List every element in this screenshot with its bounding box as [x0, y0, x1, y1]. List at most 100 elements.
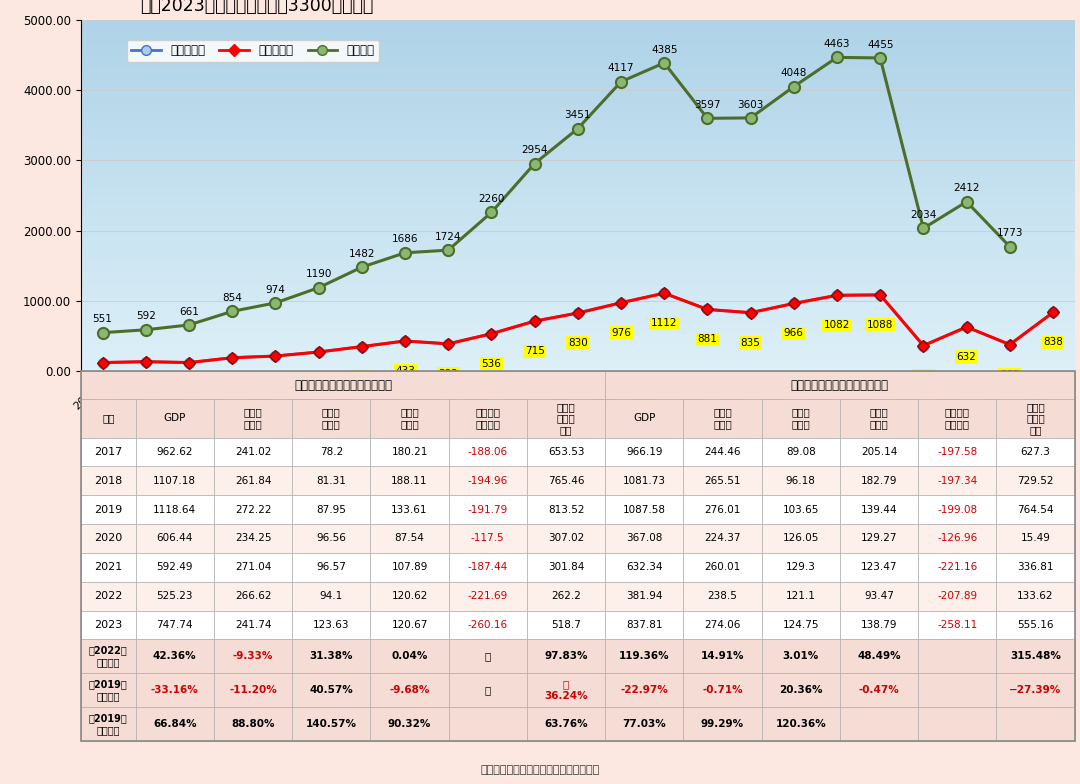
FancyBboxPatch shape: [448, 495, 527, 524]
FancyBboxPatch shape: [761, 495, 840, 524]
Text: －
36.24%: － 36.24%: [544, 679, 588, 701]
Text: 315.48%: 315.48%: [1010, 652, 1061, 662]
FancyBboxPatch shape: [840, 524, 918, 553]
Text: 1773: 1773: [997, 228, 1023, 238]
Text: 244.46: 244.46: [704, 447, 741, 457]
FancyBboxPatch shape: [997, 437, 1075, 466]
FancyBboxPatch shape: [370, 582, 448, 611]
FancyBboxPatch shape: [997, 707, 1075, 741]
FancyBboxPatch shape: [448, 640, 527, 673]
FancyBboxPatch shape: [292, 640, 370, 673]
FancyBboxPatch shape: [448, 707, 527, 741]
FancyBboxPatch shape: [214, 466, 292, 495]
FancyBboxPatch shape: [840, 673, 918, 707]
FancyBboxPatch shape: [840, 399, 918, 437]
Text: 占2019年
同期比重: 占2019年 同期比重: [89, 713, 127, 735]
FancyBboxPatch shape: [214, 673, 292, 707]
Text: 555.16: 555.16: [1017, 620, 1054, 630]
Text: 40.57%: 40.57%: [309, 685, 353, 695]
Text: 274.06: 274.06: [704, 620, 741, 630]
Text: 140.57%: 140.57%: [306, 719, 356, 729]
FancyBboxPatch shape: [684, 466, 761, 495]
FancyBboxPatch shape: [527, 582, 605, 611]
Text: 2412: 2412: [954, 183, 980, 194]
Text: 14.91%: 14.91%: [701, 652, 744, 662]
Text: 433: 433: [395, 366, 415, 376]
FancyBboxPatch shape: [448, 524, 527, 553]
Text: 241.74: 241.74: [234, 620, 271, 630]
Text: 政府消
费支出: 政府消 费支出: [792, 408, 810, 429]
FancyBboxPatch shape: [605, 372, 1075, 399]
FancyBboxPatch shape: [448, 437, 527, 466]
FancyBboxPatch shape: [81, 372, 605, 399]
Text: 974: 974: [266, 285, 285, 295]
FancyBboxPatch shape: [605, 611, 684, 640]
Text: 1190: 1190: [306, 270, 332, 279]
Text: 2020: 2020: [94, 533, 122, 543]
Text: 4463: 4463: [824, 39, 850, 49]
Text: -9.68%: -9.68%: [389, 685, 430, 695]
FancyBboxPatch shape: [684, 495, 761, 524]
FancyBboxPatch shape: [136, 437, 214, 466]
Text: 99.29%: 99.29%: [701, 719, 744, 729]
FancyBboxPatch shape: [918, 466, 997, 495]
Text: -260.16: -260.16: [468, 620, 508, 630]
Text: 31.38%: 31.38%: [310, 652, 353, 662]
FancyBboxPatch shape: [684, 611, 761, 640]
Text: 138.79: 138.79: [861, 620, 897, 630]
FancyBboxPatch shape: [840, 611, 918, 640]
FancyBboxPatch shape: [214, 495, 292, 524]
FancyBboxPatch shape: [918, 582, 997, 611]
Text: -117.5: -117.5: [471, 533, 504, 543]
Text: 4117: 4117: [608, 64, 634, 74]
Text: 525.23: 525.23: [157, 591, 193, 601]
FancyBboxPatch shape: [527, 553, 605, 582]
FancyBboxPatch shape: [136, 707, 214, 741]
Text: 服务：
出口一
进口: 服务： 出口一 进口: [1026, 401, 1044, 435]
Text: 66.84%: 66.84%: [153, 719, 197, 729]
FancyBboxPatch shape: [370, 399, 448, 437]
FancyBboxPatch shape: [840, 640, 918, 673]
FancyBboxPatch shape: [214, 582, 292, 611]
Text: 较2019年
名义同比: 较2019年 名义同比: [89, 679, 127, 701]
FancyBboxPatch shape: [684, 553, 761, 582]
FancyBboxPatch shape: [684, 673, 761, 707]
FancyBboxPatch shape: [527, 707, 605, 741]
Text: 632.34: 632.34: [626, 562, 662, 572]
FancyBboxPatch shape: [81, 640, 136, 673]
Text: 90.32%: 90.32%: [388, 719, 431, 729]
Text: 838: 838: [1043, 337, 1063, 347]
FancyBboxPatch shape: [684, 399, 761, 437]
Text: 813.52: 813.52: [548, 505, 584, 514]
FancyBboxPatch shape: [605, 524, 684, 553]
Text: 837.81: 837.81: [626, 620, 662, 630]
Text: 747.74: 747.74: [157, 620, 193, 630]
Text: -258.11: -258.11: [937, 620, 977, 630]
FancyBboxPatch shape: [448, 553, 527, 582]
Text: -191.79: -191.79: [468, 505, 508, 514]
Text: 729.52: 729.52: [1017, 476, 1054, 486]
FancyBboxPatch shape: [684, 640, 761, 673]
FancyBboxPatch shape: [761, 466, 840, 495]
Text: 224.37: 224.37: [704, 533, 741, 543]
Text: 63.76%: 63.76%: [544, 719, 588, 729]
FancyBboxPatch shape: [527, 640, 605, 673]
FancyBboxPatch shape: [684, 437, 761, 466]
FancyBboxPatch shape: [684, 524, 761, 553]
Text: GDP: GDP: [633, 413, 656, 423]
FancyBboxPatch shape: [527, 466, 605, 495]
Text: 367: 367: [914, 371, 933, 380]
Text: －: －: [485, 652, 491, 662]
Text: -0.71%: -0.71%: [702, 685, 743, 695]
Text: 262.2: 262.2: [551, 591, 581, 601]
FancyBboxPatch shape: [840, 553, 918, 582]
FancyBboxPatch shape: [81, 495, 136, 524]
FancyBboxPatch shape: [448, 673, 527, 707]
FancyBboxPatch shape: [997, 553, 1075, 582]
Text: 272.22: 272.22: [234, 505, 271, 514]
Text: 592: 592: [136, 311, 156, 321]
Text: 266.62: 266.62: [234, 591, 271, 601]
Text: 195: 195: [222, 383, 242, 393]
Text: 139: 139: [136, 387, 156, 397]
FancyBboxPatch shape: [918, 553, 997, 582]
